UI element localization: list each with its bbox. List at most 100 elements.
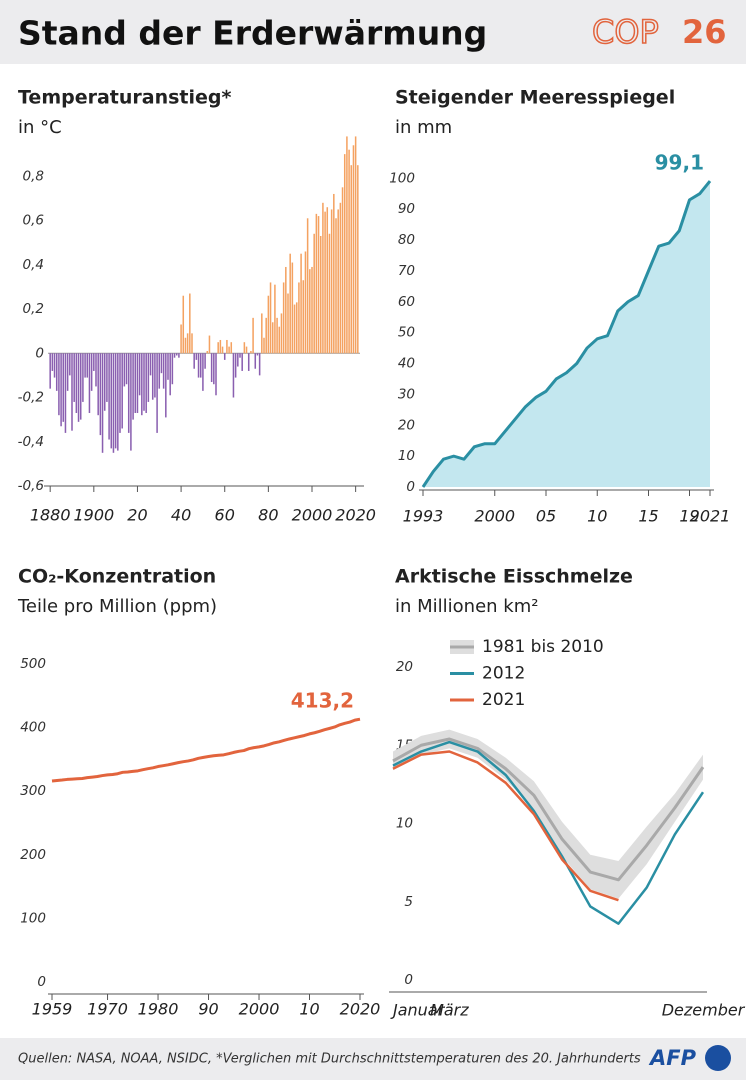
bar	[99, 353, 102, 436]
bar	[103, 353, 106, 411]
x-tick-label: 15	[638, 507, 658, 526]
bar	[53, 353, 56, 378]
x-tick-label: 10	[587, 507, 607, 526]
bar	[127, 353, 130, 433]
x-tick-label: 1880	[30, 506, 71, 525]
bar	[121, 353, 123, 429]
bar	[130, 353, 132, 451]
bar	[119, 353, 121, 433]
band	[393, 729, 703, 899]
bar	[208, 335, 211, 354]
bar	[350, 165, 353, 354]
bar	[285, 266, 287, 354]
x-tick-label: 40	[171, 506, 191, 525]
bar	[108, 353, 110, 440]
bar	[138, 353, 141, 396]
header-bg	[0, 0, 746, 64]
bar	[132, 353, 134, 420]
bar	[143, 353, 145, 411]
bar	[234, 353, 237, 378]
bar	[339, 202, 342, 354]
bar	[123, 353, 126, 387]
y-tick-label: 0,4	[23, 257, 44, 273]
bar	[276, 317, 278, 354]
bar	[300, 253, 302, 354]
bar	[298, 282, 300, 354]
bar	[293, 304, 296, 354]
bar	[86, 353, 89, 378]
bar	[160, 353, 163, 374]
x-tick-label: 1970	[87, 1000, 128, 1019]
x-tick-label: 1993	[403, 507, 444, 526]
y-tick-label: 400	[20, 720, 46, 736]
bar	[71, 353, 73, 431]
bar	[204, 353, 206, 369]
y-tick-label: 500	[20, 656, 46, 672]
bar	[175, 353, 178, 356]
bar	[193, 353, 195, 369]
bar	[291, 262, 294, 354]
x-tick-label: 2020	[340, 1000, 381, 1019]
x-tick-label: 10	[299, 1000, 319, 1019]
bar	[256, 353, 259, 356]
bar	[330, 209, 333, 354]
y-tick-label: 40	[398, 356, 415, 372]
x-tick-label: 2020	[335, 506, 376, 525]
y-tick-label: 200	[20, 847, 46, 863]
bar	[263, 337, 265, 354]
chart-title: CO₂-Konzentration	[18, 566, 216, 588]
bar	[282, 282, 285, 354]
y-tick-label: 300	[20, 783, 46, 799]
x-tick-label: Dezember	[662, 1001, 746, 1020]
y-tick-label: 50	[398, 325, 415, 341]
bar	[267, 295, 270, 354]
x-tick-label: 60	[215, 506, 235, 525]
y-tick-label: 30	[398, 386, 415, 402]
bar	[79, 353, 82, 420]
line	[392, 740, 705, 925]
chart-title: Temperaturanstieg*	[18, 87, 232, 109]
x-tick-label: 2021	[690, 507, 731, 526]
bar	[156, 353, 158, 433]
bar	[317, 216, 320, 354]
bar	[210, 353, 213, 383]
bar	[60, 353, 62, 427]
bar	[141, 353, 143, 416]
bar	[306, 218, 309, 354]
legend-label: 2021	[482, 690, 525, 710]
bar	[55, 353, 58, 391]
bar	[195, 353, 198, 360]
y-tick-label: 60	[398, 294, 415, 310]
bar	[243, 342, 246, 354]
bar	[66, 353, 69, 391]
y-tick-label: 80	[398, 232, 415, 248]
x-tick-label: 1980	[138, 1000, 179, 1019]
bar	[269, 282, 272, 354]
footer-source: Quellen: NASA, NOAA, NSIDC, *Verglichen …	[18, 1052, 641, 1067]
y-tick-label: 0	[35, 345, 44, 361]
bar	[219, 339, 222, 354]
bar	[167, 353, 169, 380]
bar	[213, 353, 215, 385]
bar	[145, 353, 147, 413]
footer-bg	[0, 1038, 746, 1080]
bar	[313, 233, 315, 354]
bar	[77, 353, 80, 422]
y-tick-label: 0	[406, 479, 415, 495]
bar	[49, 353, 51, 389]
bar	[114, 353, 117, 449]
y-tick-label: 20	[398, 417, 415, 433]
bar	[237, 353, 239, 367]
bar	[58, 353, 60, 416]
value-label: 413,2	[291, 689, 354, 713]
x-tick-label: 2000	[292, 506, 333, 525]
bar	[322, 202, 324, 354]
y-tick-label: 100	[20, 910, 46, 926]
line	[392, 737, 705, 882]
bar	[199, 353, 202, 378]
bar	[64, 353, 67, 433]
logo-cop: COP	[592, 13, 659, 51]
chart-subtitle: in mm	[395, 117, 452, 138]
bar	[226, 339, 228, 354]
bar	[280, 313, 283, 354]
